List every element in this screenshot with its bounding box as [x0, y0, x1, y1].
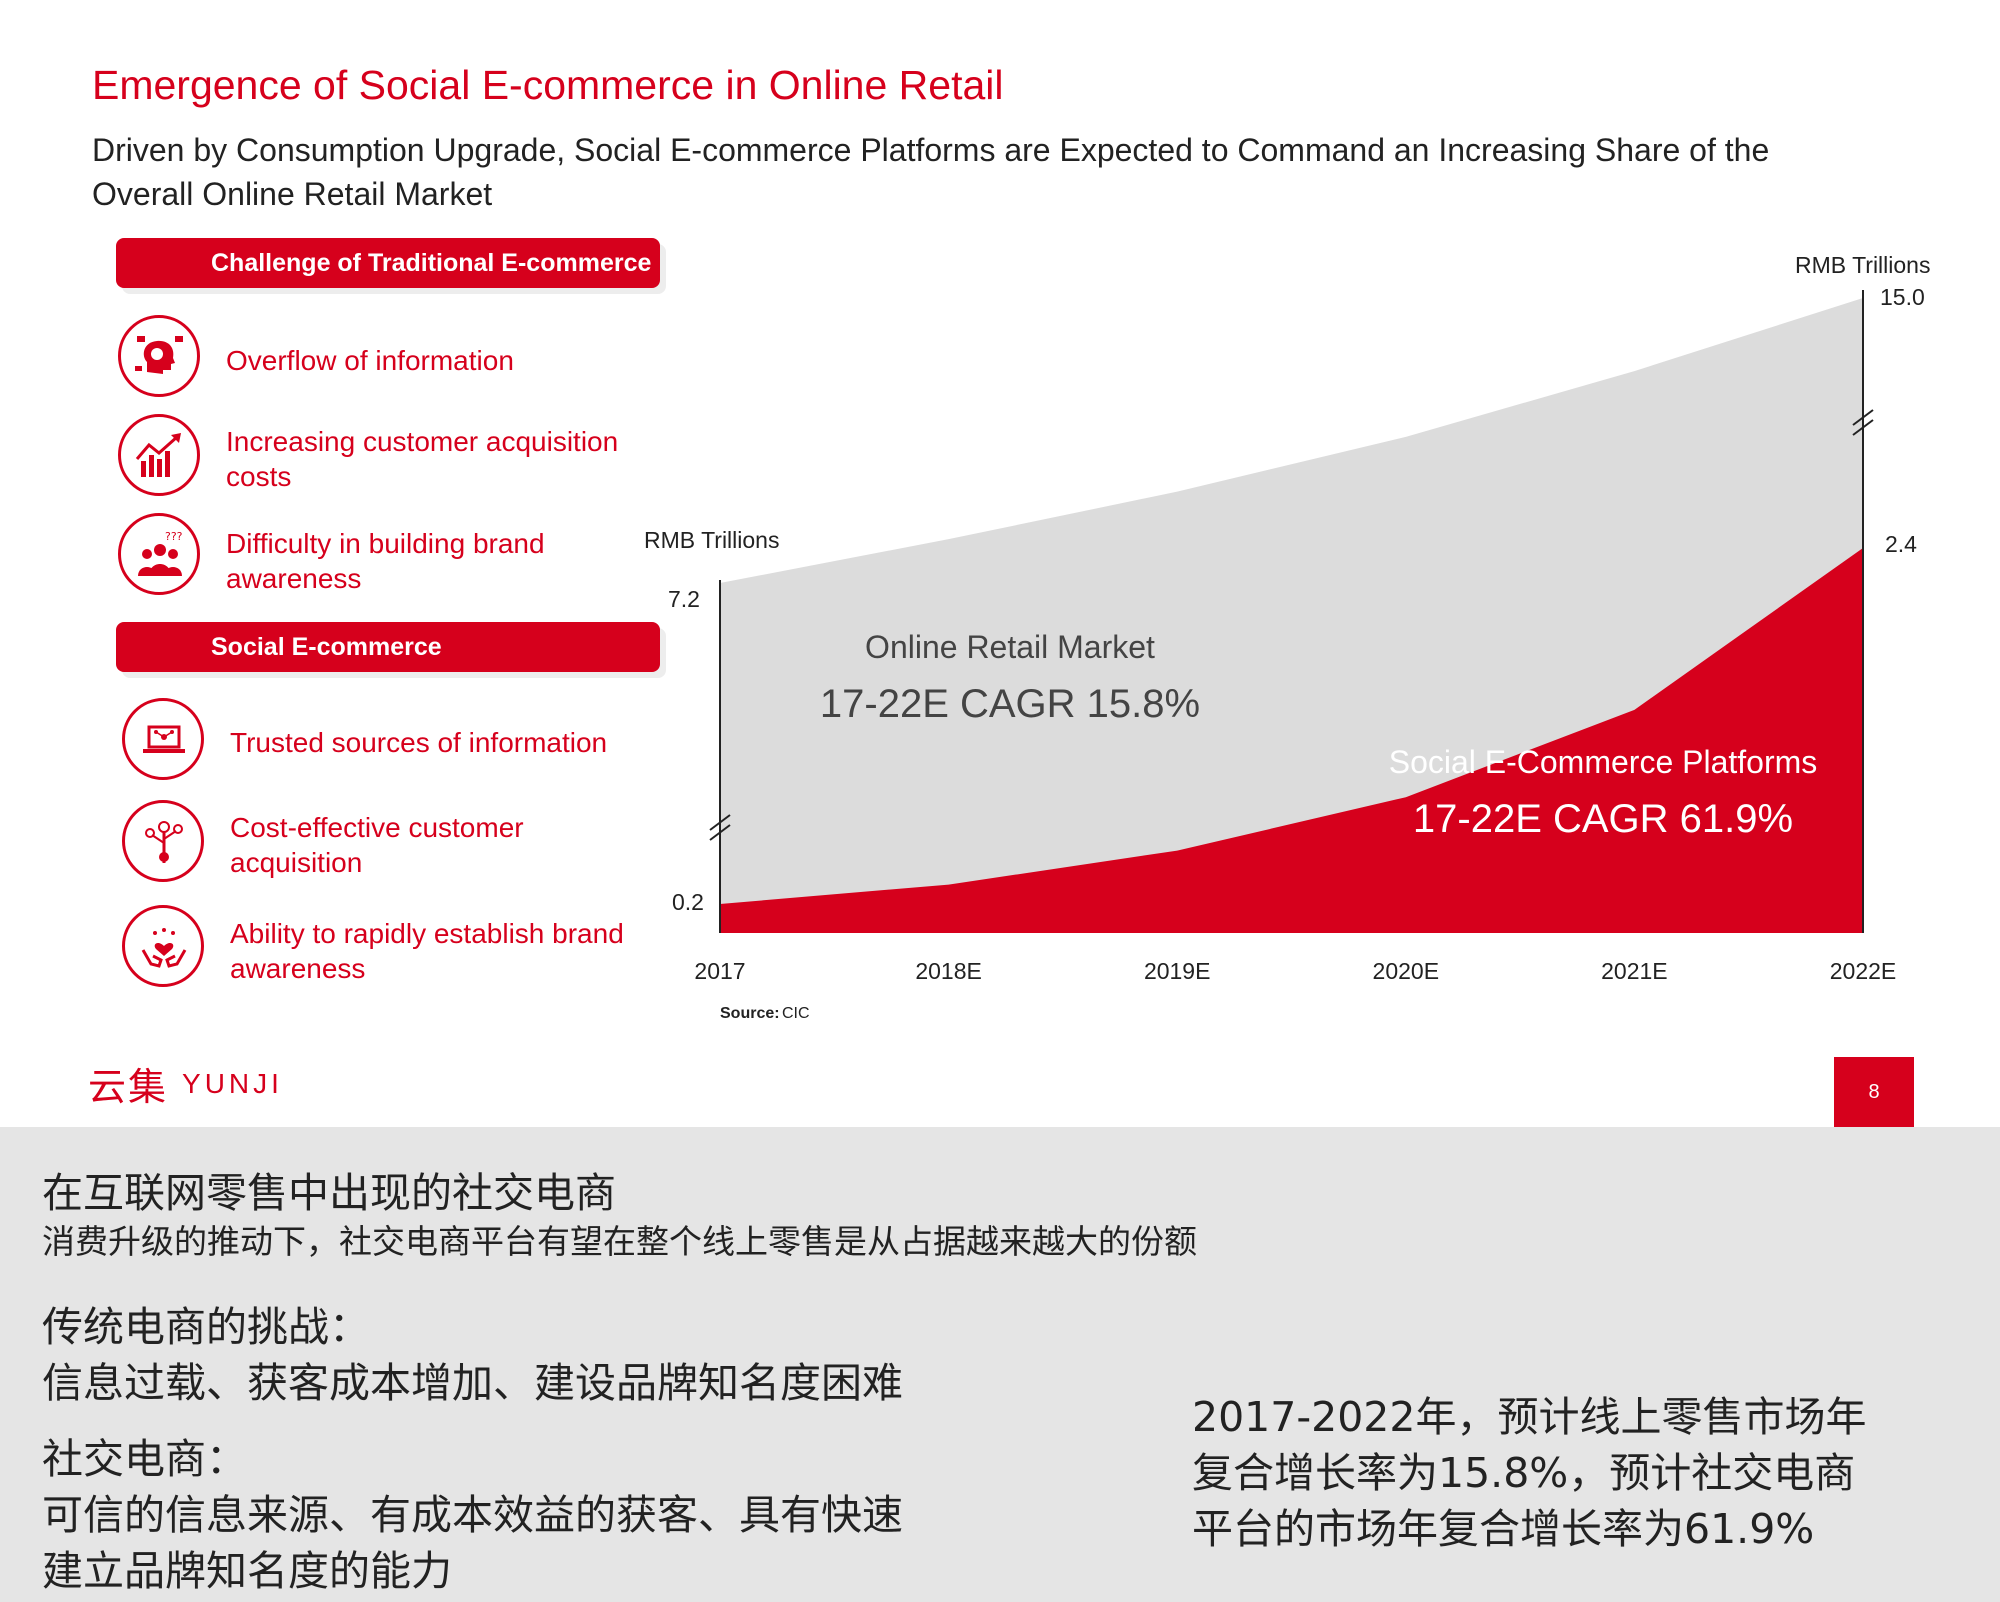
- money-tree-icon: [122, 800, 204, 882]
- left-axis-unit: RMB Trillions: [644, 527, 779, 553]
- x-tick-label: 2021E: [1601, 958, 1668, 984]
- social-label-2: Cost-effective customer acquisition: [230, 812, 524, 878]
- x-tick-label: 2019E: [1144, 958, 1211, 984]
- brand-logo-en: YUNJI: [182, 1067, 283, 1099]
- x-tick-label: 2017: [694, 958, 745, 984]
- notes-challenges-text: 信息过载、获客成本增加、建设品牌知名度困难: [42, 1359, 903, 1407]
- social-series-label: Social E-Commerce Platforms: [1389, 744, 1818, 780]
- notes-forecast-line2: 复合增长率为15.8%，预计社交电商: [1192, 1449, 1856, 1497]
- source-value: CIC: [782, 1005, 810, 1022]
- x-tick-label: 2020E: [1373, 958, 1440, 984]
- x-tick-label: 2022E: [1830, 958, 1897, 984]
- brand-logo: 云集 YUNJI: [88, 1056, 283, 1111]
- notes-forecast-line1: 2017-2022年，预计线上零售市场年: [1192, 1393, 1867, 1441]
- left-axis-label-top: 7.2: [668, 586, 700, 612]
- right-axis-unit: RMB Trillions: [1795, 252, 1930, 278]
- area-chart: RMB Trillions 7.2 0.2 RMB Trillions 15.0…: [644, 252, 1930, 1022]
- laptop-network-icon: [122, 698, 204, 780]
- confused-people-icon: ???: [118, 513, 200, 595]
- challenge-label-2: Increasing customer acquisition costs: [226, 426, 619, 492]
- left-axis-label-bottom: 0.2: [672, 889, 704, 915]
- social-cagr-label: 17-22E CAGR 61.9%: [1413, 797, 1793, 841]
- challenge-label-3: Difficulty in building brand awareness: [226, 528, 545, 594]
- notes-title: 在互联网零售中出现的社交电商: [42, 1169, 616, 1217]
- notes-challenges-heading: 传统电商的挑战：: [42, 1303, 370, 1351]
- online-series-label: Online Retail Market: [865, 629, 1155, 665]
- right-axis-label-bottom: 2.4: [1885, 531, 1917, 557]
- right-axis-label-top: 15.0: [1880, 284, 1925, 310]
- left-axis-break: [709, 824, 731, 841]
- brain-overload-icon: [118, 315, 200, 397]
- notes-subtitle: 消费升级的推动下，社交电商平台有望在整个线上零售是从占据越来越大的份额: [42, 1222, 1197, 1261]
- source-label: Source:: [720, 1005, 780, 1022]
- social-label-1: Trusted sources of information: [230, 727, 608, 758]
- notes-social-heading: 社交电商：: [42, 1435, 247, 1483]
- right-axis-break: [1852, 409, 1874, 426]
- page-number: 8: [1834, 1057, 1914, 1127]
- challenges-header: Challenge of Traditional E-commerce: [116, 238, 660, 288]
- right-axis-break: [1852, 419, 1874, 436]
- translation-notes: 在互联网零售中出现的社交电商 消费升级的推动下，社交电商平台有望在整个线上零售是…: [0, 1127, 2000, 1602]
- rising-cost-chart-icon: [118, 414, 200, 496]
- slide-subtitle: Driven by Consumption Upgrade, Social E-…: [92, 132, 1770, 212]
- left-axis-break: [709, 814, 731, 831]
- area-social-ecommerce: [720, 548, 1863, 933]
- notes-forecast-line3: 平台的市场年复合增长率为61.9%: [1192, 1505, 1815, 1553]
- brand-logo-cn: 云集: [88, 1065, 169, 1109]
- slide-title: Emergence of Social E-commerce in Online…: [92, 62, 1004, 108]
- online-cagr-label: 17-22E CAGR 15.8%: [820, 682, 1200, 726]
- hands-heart-icon: [122, 905, 204, 987]
- social-header: Social E-commerce: [116, 622, 660, 672]
- x-tick-label: 2018E: [915, 958, 982, 984]
- notes-social-line2: 建立品牌知名度的能力: [42, 1547, 452, 1595]
- notes-social-line1: 可信的信息来源、有成本效益的获客、具有快速: [42, 1491, 903, 1539]
- challenge-label-1: Overflow of information: [226, 345, 514, 376]
- social-label-3: Ability to rapidly establish brand aware…: [230, 918, 624, 984]
- svg-text:???: ???: [165, 530, 183, 543]
- slide: Emergence of Social E-commerce in Online…: [88, 62, 1931, 1127]
